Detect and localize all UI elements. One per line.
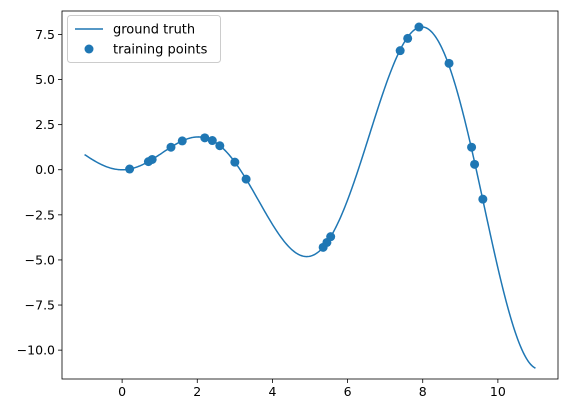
training-point [478, 194, 488, 204]
plot-content [84, 22, 536, 369]
x-tick-label: 4 [268, 384, 276, 399]
x-tick-label: 2 [193, 384, 201, 399]
plot-area [61, 10, 559, 380]
y-tick-label: −7.5 [25, 298, 55, 313]
legend-label-training-points: training points [113, 43, 208, 58]
y-tick-label: −10.0 [17, 343, 55, 358]
training-point [414, 22, 424, 32]
legend: ground truth training points [67, 15, 221, 63]
x-tick-label: 8 [419, 384, 427, 399]
y-tick-label: 0.0 [35, 162, 55, 177]
y-tick-label: −2.5 [25, 207, 55, 222]
x-tick-label: 0 [118, 384, 126, 399]
x-axis: 0 2 4 6 8 10 [118, 379, 506, 399]
training-point [395, 46, 405, 56]
training-point [166, 142, 176, 152]
legend-label-ground-truth: ground truth [113, 23, 195, 38]
y-tick-label: 5.0 [35, 72, 55, 87]
legend-marker-swatch [84, 44, 94, 54]
training-point [177, 136, 187, 146]
training-point [467, 142, 477, 152]
training-point [207, 136, 217, 146]
x-tick-label: 10 [490, 384, 506, 399]
training-point [241, 174, 251, 184]
ground-truth-line [84, 26, 536, 369]
training-point [444, 58, 454, 68]
training-point [470, 159, 480, 169]
training-point [326, 232, 336, 242]
training-point [147, 154, 157, 164]
training-point [215, 141, 225, 151]
y-tick-label: 2.5 [35, 117, 55, 132]
training-point [403, 33, 413, 43]
x-tick-label: 6 [344, 384, 352, 399]
legend-frame [67, 15, 221, 63]
training-point [200, 133, 210, 143]
y-tick-label: 7.5 [35, 27, 55, 42]
training-point [125, 164, 135, 174]
y-axis: 7.5 5.0 2.5 0.0 −2.5 −5.0 −7.5 −10.0 [17, 27, 62, 358]
training-point [230, 157, 240, 167]
y-tick-label: −5.0 [25, 252, 55, 267]
